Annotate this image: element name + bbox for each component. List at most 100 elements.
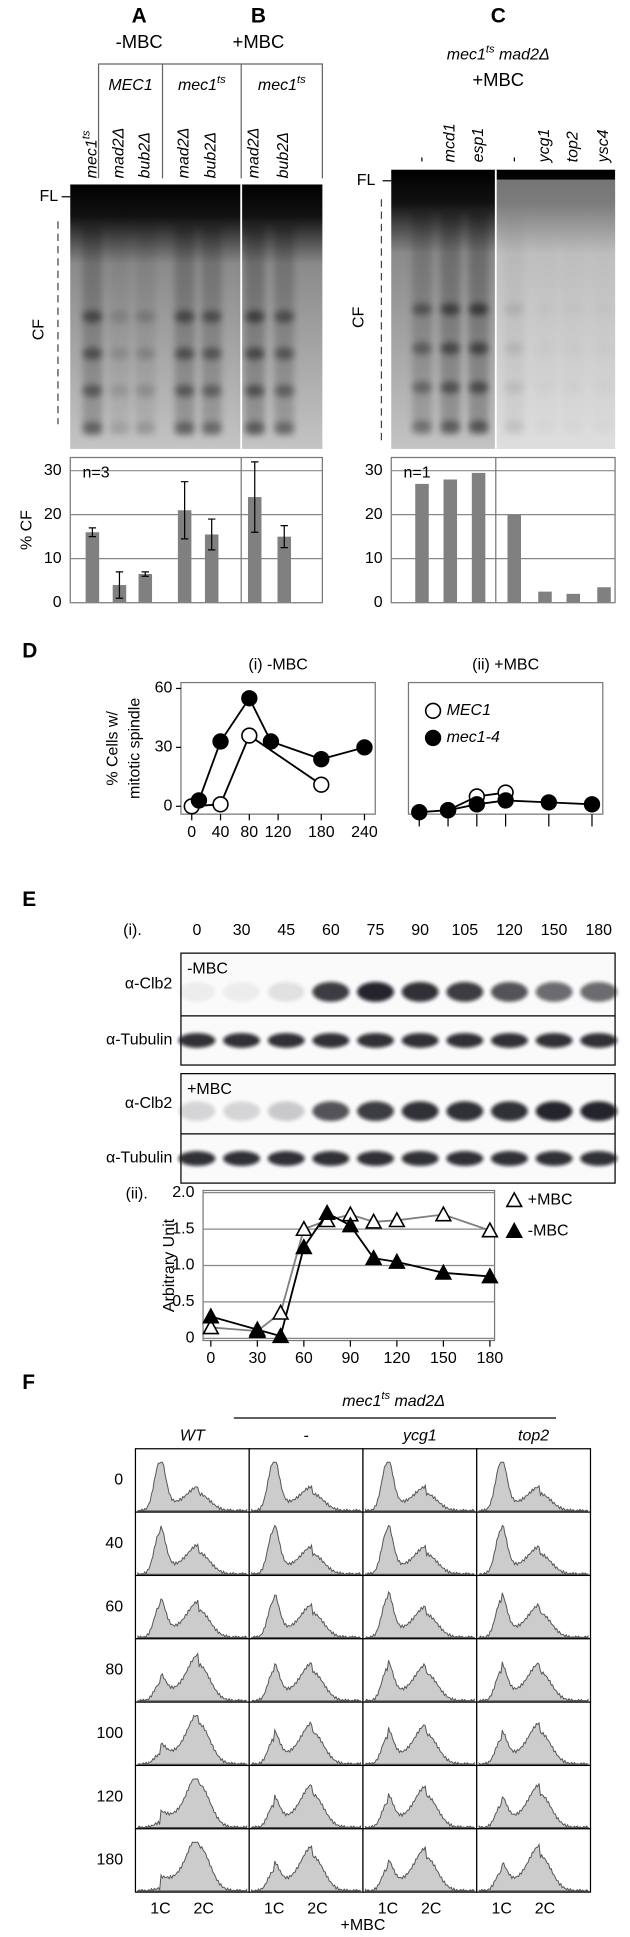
blot-band: [223, 982, 261, 1002]
gel-smear: [244, 224, 265, 436]
gel-band: [135, 310, 156, 323]
x-tick-label: 120: [384, 1350, 411, 1367]
flow-header-base: mec1: [342, 1393, 381, 1410]
gel-smear: [201, 224, 222, 436]
row-label: 60: [105, 1598, 123, 1615]
y-tick-label: 2.0: [172, 1184, 194, 1201]
y-tick-label: 0.5: [172, 1293, 194, 1310]
y-tick-label: 60: [155, 680, 173, 697]
blot-band: [267, 1151, 305, 1166]
y-tick-label: 20: [44, 506, 62, 523]
marker: [356, 739, 373, 756]
gel-band: [174, 421, 195, 434]
marker: [505, 1222, 523, 1239]
bar: [597, 587, 611, 603]
gel-band: [244, 310, 265, 323]
gel-band: [412, 381, 432, 394]
histogram-shape: [478, 1842, 590, 1892]
lane-label: mad2Δ: [176, 128, 193, 179]
marker: [295, 1220, 313, 1237]
blot-band: [223, 1101, 261, 1122]
blot-band: [312, 1033, 350, 1048]
lane-group-boxes: [97, 63, 323, 179]
time-label: 90: [411, 922, 429, 939]
blot-band: [178, 1033, 216, 1048]
marker: [540, 794, 557, 811]
gel-smear: [109, 224, 130, 436]
gel-band: [274, 310, 295, 323]
chart-title: (ii) +MBC: [472, 657, 539, 674]
gel-smear: [174, 224, 195, 436]
gel-band: [468, 342, 489, 355]
lane-label: bub2Δ: [137, 132, 154, 178]
histogram-shape: [136, 1841, 248, 1892]
dna-content-label: 1C: [492, 1901, 512, 1918]
gel-smear: [504, 211, 525, 435]
marker: [434, 1205, 453, 1222]
legend-label: -MBC: [528, 1222, 569, 1239]
row-label: 80: [105, 1662, 123, 1679]
time-label: 120: [496, 922, 523, 939]
group-label-base: mec1: [178, 77, 217, 94]
lane-label: -: [505, 157, 522, 162]
histogram-shape: [250, 1784, 361, 1829]
marker: [497, 792, 514, 809]
cf-label: CF: [31, 319, 48, 341]
blot-row-label: α-Clb2: [125, 976, 173, 993]
group-label: MEC1: [108, 77, 152, 94]
bar: [85, 532, 100, 603]
gel-band: [440, 303, 461, 316]
gel-band: [468, 303, 489, 316]
panel-label: F: [22, 1371, 35, 1394]
histogram-shape: [478, 1783, 590, 1829]
x-tick-label: 40: [212, 824, 230, 841]
lane-label-base: bub2Δ: [137, 132, 154, 178]
legend-label: MEC1: [447, 702, 491, 719]
marker: [468, 796, 486, 813]
gel-overlay: [495, 179, 616, 449]
marker: [364, 1212, 383, 1229]
lane-label-base: bub2Δ: [275, 132, 292, 178]
marker: [388, 1211, 406, 1228]
gel-band: [504, 420, 525, 433]
dna-content-label: 2C: [421, 1901, 441, 1918]
x-tick-label: 180: [308, 824, 335, 841]
histogram-shape: [137, 1597, 248, 1639]
row-label: 180: [96, 1852, 123, 1869]
y-tick-label: 1.0: [172, 1257, 194, 1274]
dna-content-label: 1C: [378, 1901, 398, 1918]
column-label: top2: [518, 1428, 549, 1445]
gel-band: [412, 420, 432, 433]
gel-band: [535, 303, 555, 316]
group-label-base: MEC1: [108, 77, 152, 94]
histogram-shape: [365, 1590, 475, 1639]
blot-band: [223, 1151, 261, 1166]
legend-label: mec1-4: [447, 729, 500, 746]
gel-band: [563, 303, 584, 316]
blot-band: [490, 982, 528, 1002]
group-label: mec1ts: [178, 74, 226, 94]
gel-band: [468, 381, 489, 394]
blot-band: [312, 1151, 350, 1166]
blot-condition: -MBC: [187, 960, 228, 977]
y-tick-label: 10: [44, 550, 62, 567]
marker: [262, 733, 280, 750]
bar: [138, 574, 153, 603]
lane-label-base: mad2Δ: [246, 128, 263, 179]
histogram-shape: [364, 1846, 476, 1892]
y-tick-label: 20: [365, 506, 383, 523]
marker: [364, 1249, 383, 1266]
histogram-shape: [251, 1662, 361, 1702]
cf-label: CF: [350, 306, 367, 328]
blot-band: [267, 982, 305, 1002]
bar: [538, 591, 552, 603]
histogram-shape: [478, 1524, 589, 1576]
error-bar: [88, 527, 97, 538]
blot-frame: [180, 952, 616, 1066]
blot-condition: +MBC: [187, 1081, 232, 1098]
marker: [241, 690, 258, 707]
gel-band: [504, 303, 525, 316]
genotype-label-sup: ts: [486, 43, 495, 55]
gel-smear: [468, 211, 489, 435]
y-tick-label: 30: [44, 462, 62, 479]
